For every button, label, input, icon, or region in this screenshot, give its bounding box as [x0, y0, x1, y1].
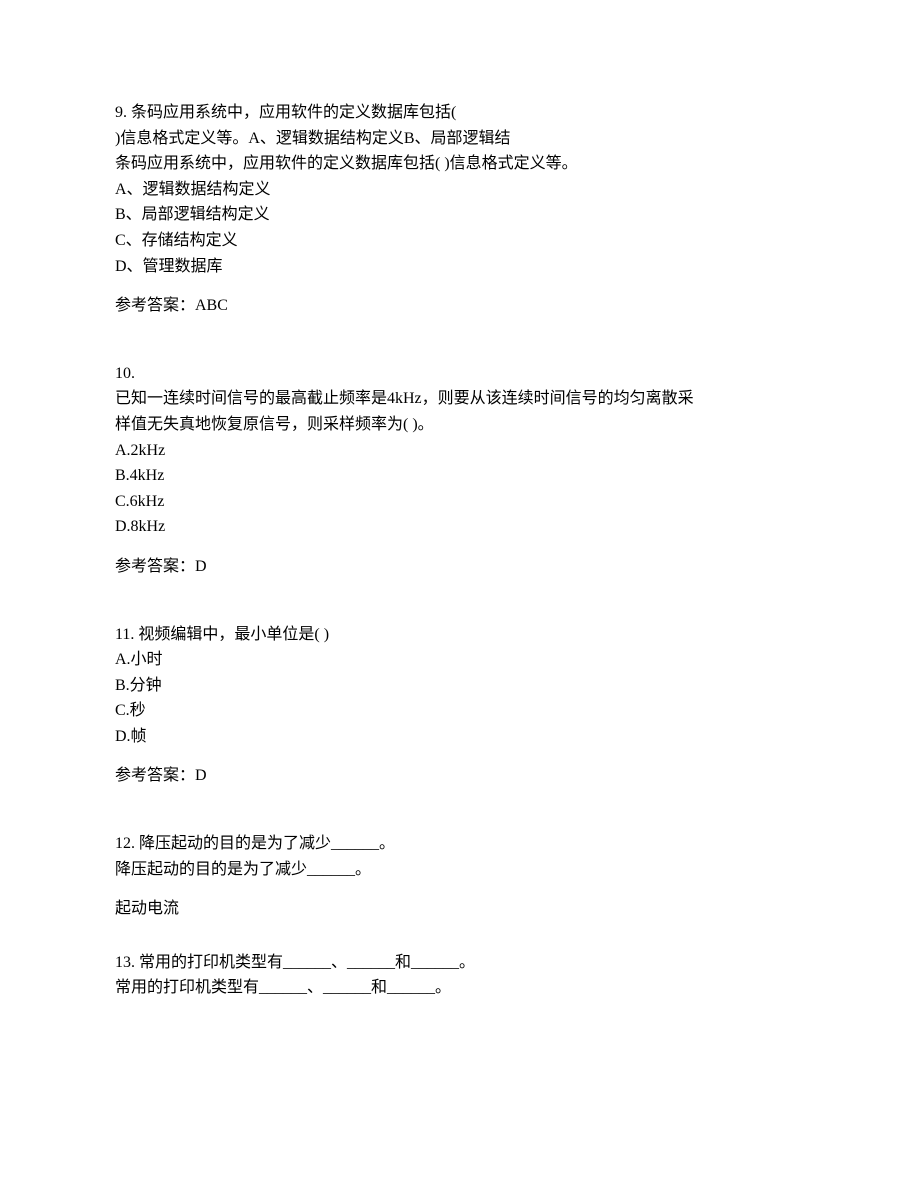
q12-stem-line2: 降压起动的目的是为了减少______。 [115, 857, 805, 883]
question-13: 13. 常用的打印机类型有______、______和______。 常用的打印… [115, 950, 805, 1001]
q11-option-a: A.小时 [115, 647, 805, 673]
q10-option-a: A.2kHz [115, 438, 805, 464]
q9-option-d: D、管理数据库 [115, 254, 805, 280]
q9-stem-line2: )信息格式定义等。A、逻辑数据结构定义B、局部逻辑结 [115, 126, 805, 152]
q10-stem-line1: 已知一连续时间信号的最高截止频率是4kHz，则要从该连续时间信号的均匀离散采 [115, 386, 805, 412]
question-12: 12. 降压起动的目的是为了减少______。 降压起动的目的是为了减少____… [115, 831, 805, 922]
q11-option-d: D.帧 [115, 724, 805, 750]
q13-stem1: 常用的打印机类型有______、______和______。 [139, 954, 475, 971]
q9-option-a: A、逻辑数据结构定义 [115, 177, 805, 203]
q12-stem1: 降压起动的目的是为了减少______。 [139, 835, 395, 852]
q13-stem-line2: 常用的打印机类型有______、______和______。 [115, 975, 805, 1001]
q10-option-b: B.4kHz [115, 463, 805, 489]
q13-stem-line1: 13. 常用的打印机类型有______、______和______。 [115, 950, 805, 976]
q10-stem-line2: 样值无失真地恢复原信号，则采样频率为( )。 [115, 412, 805, 438]
q9-option-b: B、局部逻辑结构定义 [115, 202, 805, 228]
question-10: 10. 已知一连续时间信号的最高截止频率是4kHz，则要从该连续时间信号的均匀离… [115, 361, 805, 580]
q9-stem-line1: 9. 条码应用系统中，应用软件的定义数据库包括( [115, 100, 805, 126]
q9-number: 9. [115, 104, 127, 121]
q12-stem-line1: 12. 降压起动的目的是为了减少______。 [115, 831, 805, 857]
q11-number: 11. [115, 626, 134, 643]
q11-option-c: C.秒 [115, 698, 805, 724]
q12-number: 12. [115, 835, 135, 852]
q9-option-c: C、存储结构定义 [115, 228, 805, 254]
q13-number: 13. [115, 954, 135, 971]
q11-stem-line: 11. 视频编辑中，最小单位是( ) [115, 622, 805, 648]
q9-stem-line3: 条码应用系统中，应用软件的定义数据库包括( )信息格式定义等。 [115, 151, 805, 177]
q12-answer: 起动电流 [115, 896, 805, 922]
q9-stem1: 条码应用系统中，应用软件的定义数据库包括( [131, 104, 456, 121]
q10-number: 10. [115, 361, 805, 387]
q9-answer: 参考答案：ABC [115, 293, 805, 319]
question-11: 11. 视频编辑中，最小单位是( ) A.小时 B.分钟 C.秒 D.帧 参考答… [115, 622, 805, 790]
q10-option-d: D.8kHz [115, 514, 805, 540]
q10-answer: 参考答案：D [115, 554, 805, 580]
question-9: 9. 条码应用系统中，应用软件的定义数据库包括( )信息格式定义等。A、逻辑数据… [115, 100, 805, 319]
q11-option-b: B.分钟 [115, 673, 805, 699]
q10-option-c: C.6kHz [115, 489, 805, 515]
q11-answer: 参考答案：D [115, 763, 805, 789]
q11-stem: 视频编辑中，最小单位是( ) [138, 626, 329, 643]
